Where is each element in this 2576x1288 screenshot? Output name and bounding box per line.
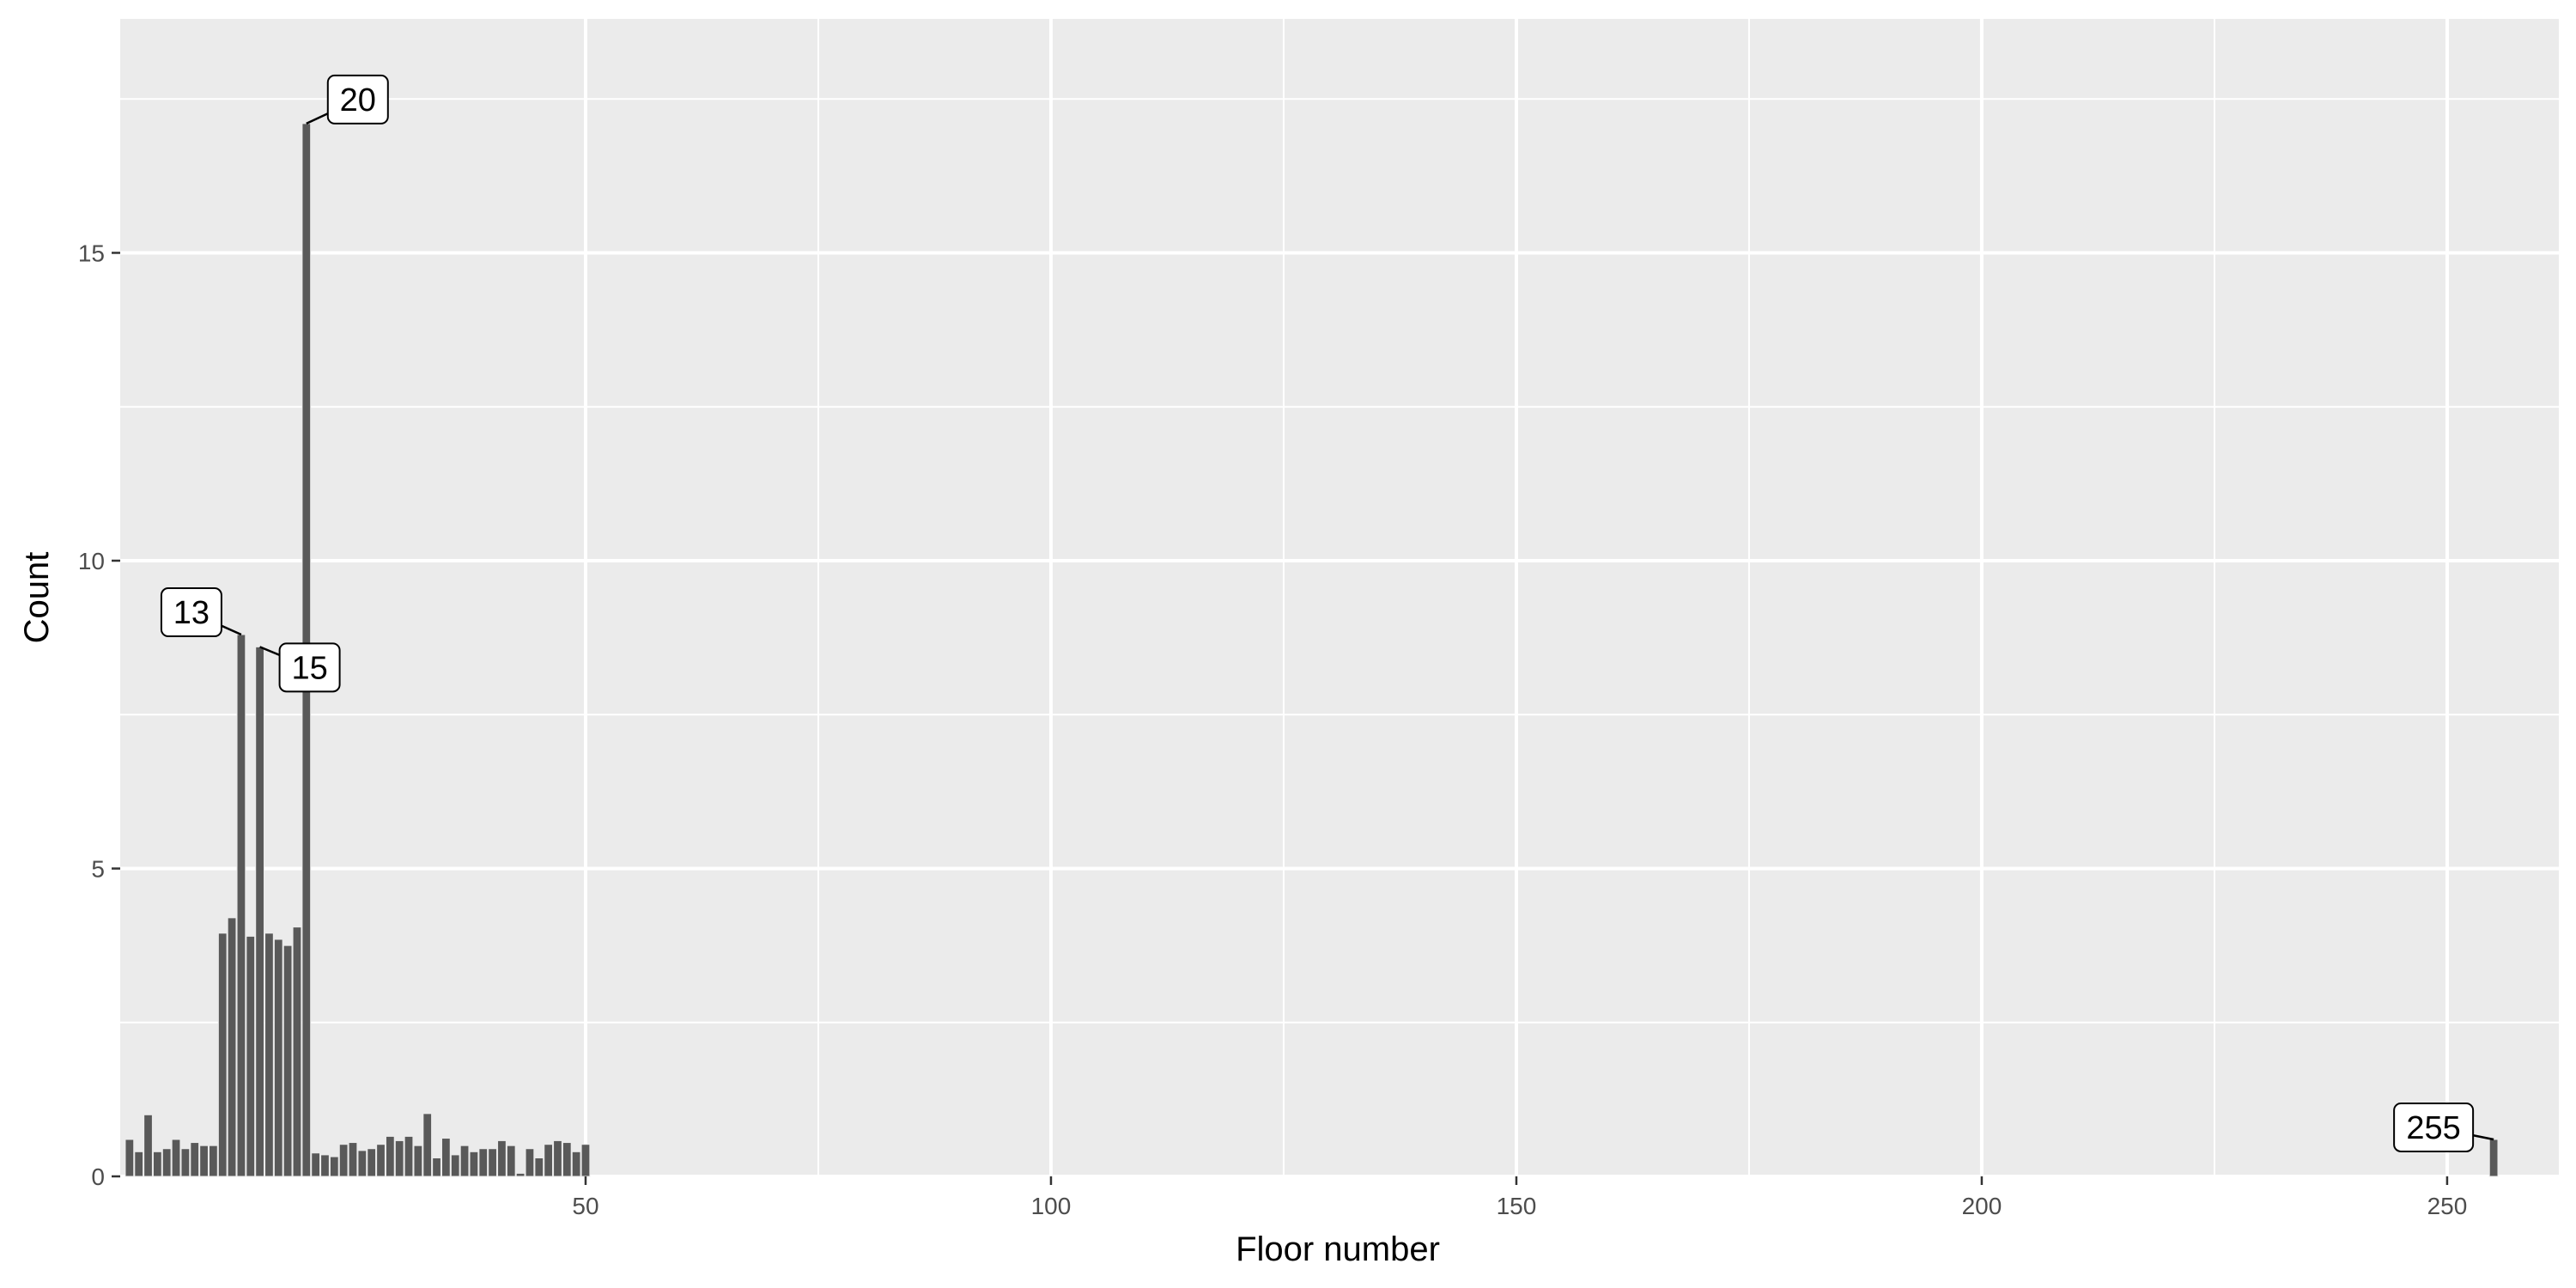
callout-label: 255	[2406, 1110, 2460, 1146]
callout-box	[326, 74, 389, 125]
bar	[580, 1144, 591, 1177]
bar	[459, 1145, 470, 1177]
x-tick-label: 200	[1962, 1193, 2002, 1219]
bar	[152, 1151, 162, 1177]
bar	[273, 939, 283, 1177]
bar	[478, 1148, 489, 1177]
bar	[553, 1139, 562, 1177]
callout-label: 15	[291, 650, 327, 686]
bar	[125, 1139, 135, 1177]
bar	[236, 634, 246, 1177]
bar	[534, 1157, 544, 1177]
plot-panel	[120, 19, 2559, 1176]
bar	[161, 1148, 172, 1177]
bar	[562, 1142, 572, 1177]
bar	[544, 1144, 554, 1177]
bar	[506, 1145, 516, 1177]
bar	[2488, 1139, 2499, 1177]
bar	[311, 1152, 321, 1177]
bar	[255, 646, 264, 1177]
bar	[199, 1145, 209, 1177]
bar	[497, 1139, 507, 1177]
bar	[422, 1113, 433, 1177]
callout-box	[278, 642, 341, 693]
bar	[413, 1145, 423, 1177]
bar	[571, 1151, 581, 1177]
bar	[190, 1142, 200, 1177]
callout-label: 13	[173, 595, 210, 631]
x-axis: 50 100 150 200 250	[572, 1176, 2467, 1219]
bar	[329, 1156, 339, 1177]
bar	[394, 1139, 404, 1177]
bar	[320, 1154, 330, 1177]
bar	[348, 1142, 358, 1177]
bar	[469, 1151, 479, 1177]
bar	[227, 917, 237, 1177]
x-axis-title: Floor number	[1236, 1230, 1440, 1268]
x-tick-label: 50	[572, 1193, 598, 1219]
bar	[134, 1151, 144, 1177]
callout-label: 20	[340, 82, 376, 118]
y-axis-title: Count	[18, 552, 56, 644]
bar	[246, 935, 256, 1177]
bars	[125, 123, 2499, 1177]
bar	[209, 1145, 218, 1177]
bar	[338, 1144, 349, 1177]
bar	[432, 1157, 441, 1177]
x-tick-label: 250	[2427, 1193, 2468, 1219]
x-tick-label: 100	[1031, 1193, 1072, 1219]
y-tick-label: 0	[91, 1163, 105, 1190]
bar	[450, 1154, 460, 1177]
bar	[367, 1148, 377, 1177]
bar	[264, 933, 274, 1177]
bar	[357, 1150, 368, 1177]
bar	[143, 1114, 153, 1177]
bar	[292, 927, 302, 1177]
bar	[404, 1135, 414, 1177]
x-tick-label: 150	[1497, 1193, 1537, 1219]
y-axis: 0 5 10 15	[78, 240, 120, 1190]
bar	[488, 1148, 497, 1177]
y-tick-label: 15	[78, 240, 105, 266]
bar	[171, 1139, 181, 1177]
bar	[441, 1138, 451, 1177]
bar	[283, 945, 293, 1177]
y-tick-label: 5	[91, 855, 105, 882]
bar	[376, 1144, 386, 1177]
bar	[515, 1172, 526, 1177]
y-tick-label: 10	[78, 548, 105, 574]
minor-gridlines	[120, 19, 2559, 1176]
bar	[217, 933, 228, 1177]
callouts: 13 15 20 255	[160, 74, 2494, 1152]
callout-box	[2393, 1102, 2475, 1152]
callout-box	[160, 587, 222, 638]
bar	[525, 1148, 535, 1177]
bar	[180, 1148, 191, 1177]
bar	[385, 1135, 395, 1177]
